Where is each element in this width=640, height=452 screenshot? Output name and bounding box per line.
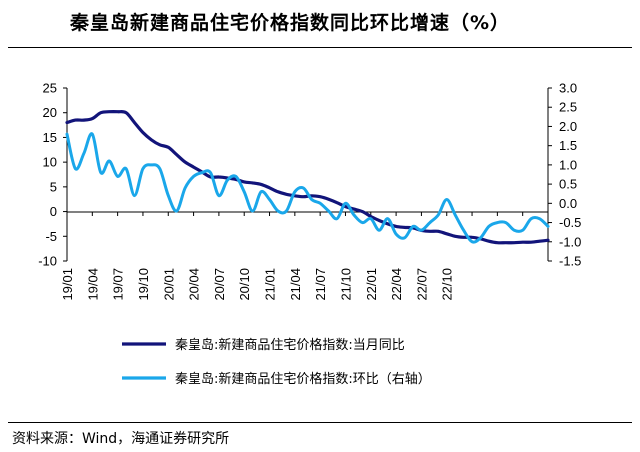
y-right-tick-label: 0.0 bbox=[559, 196, 577, 211]
y-left-tick-label: 20 bbox=[43, 105, 57, 120]
x-tick-label: 19/07 bbox=[111, 268, 126, 301]
x-tick-label: 19/10 bbox=[136, 268, 151, 301]
y-right-tick-label: -1.5 bbox=[559, 254, 581, 269]
x-tick-label: 20/04 bbox=[187, 268, 202, 301]
x-tick-label: 19/04 bbox=[85, 268, 100, 301]
chart-title: 秦皇岛新建商品住宅价格指数同比环比增速（%） bbox=[70, 12, 511, 34]
chart: -10 -5 0 5 10 15 20 25 -1.5 -1.0 -0.5 0.0 0.5 1.0 1.5… bbox=[38, 81, 581, 388]
y-right-tick-label: 0.5 bbox=[559, 177, 577, 192]
y-right-tick-label: -0.5 bbox=[559, 215, 581, 230]
x-tick-label: 21/04 bbox=[288, 268, 303, 301]
x-tick-label: 21/07 bbox=[313, 268, 328, 301]
y-axis-right: -1.5 -1.0 -0.5 0.0 0.5 1.0 1.5 2.0 2.5 3.0 bbox=[547, 81, 581, 269]
x-tick-label: 21/10 bbox=[338, 268, 353, 301]
y-left-tick-label: 25 bbox=[43, 81, 57, 96]
x-tick-label: 22/10 bbox=[440, 268, 455, 301]
source-note: 资料来源：Wind，海通证券研究所 bbox=[12, 431, 230, 447]
y-left-tick-label: 10 bbox=[43, 155, 57, 170]
y-right-tick-label: -1.0 bbox=[559, 234, 581, 249]
x-tick-label: 22/04 bbox=[389, 268, 404, 301]
legend-label: 秦皇岛:新建商品住宅价格指数:环比（右轴） bbox=[175, 371, 431, 387]
title-divider bbox=[8, 47, 632, 48]
source-divider bbox=[8, 422, 632, 423]
y-left-tick-label: 15 bbox=[43, 130, 57, 145]
x-tick-label: 20/10 bbox=[237, 268, 252, 301]
y-left-tick-label: 0 bbox=[50, 204, 57, 219]
series-layer bbox=[65, 110, 550, 245]
y-left-tick-label: -5 bbox=[45, 229, 57, 244]
x-tick-label: 20/07 bbox=[212, 268, 227, 301]
series-line-mom bbox=[65, 132, 550, 244]
y-right-tick-label: 3.0 bbox=[559, 81, 577, 96]
x-tick-label: 20/01 bbox=[161, 268, 176, 301]
x-tick-label: 22/07 bbox=[414, 268, 429, 301]
y-right-tick-label: 1.5 bbox=[559, 138, 577, 153]
y-left-tick-label: 5 bbox=[50, 179, 57, 194]
x-tick-label: 19/01 bbox=[60, 268, 75, 301]
y-right-tick-label: 1.0 bbox=[559, 157, 577, 172]
x-tick-label: 21/01 bbox=[263, 268, 278, 301]
y-right-tick-label: 2.0 bbox=[559, 119, 577, 134]
x-tick-label: 22/01 bbox=[364, 268, 379, 301]
y-right-tick-label: 2.5 bbox=[559, 100, 577, 115]
y-left-tick-label: -10 bbox=[38, 254, 57, 269]
x-axis: 19/01 19/04 19/07 19/10 20/01 20/04 20/07 20/10… bbox=[60, 211, 549, 301]
legend-label: 秦皇岛:新建商品住宅价格指数:当月同比 bbox=[175, 337, 405, 353]
y-axis-left: -10 -5 0 5 10 15 20 25 bbox=[38, 81, 68, 269]
